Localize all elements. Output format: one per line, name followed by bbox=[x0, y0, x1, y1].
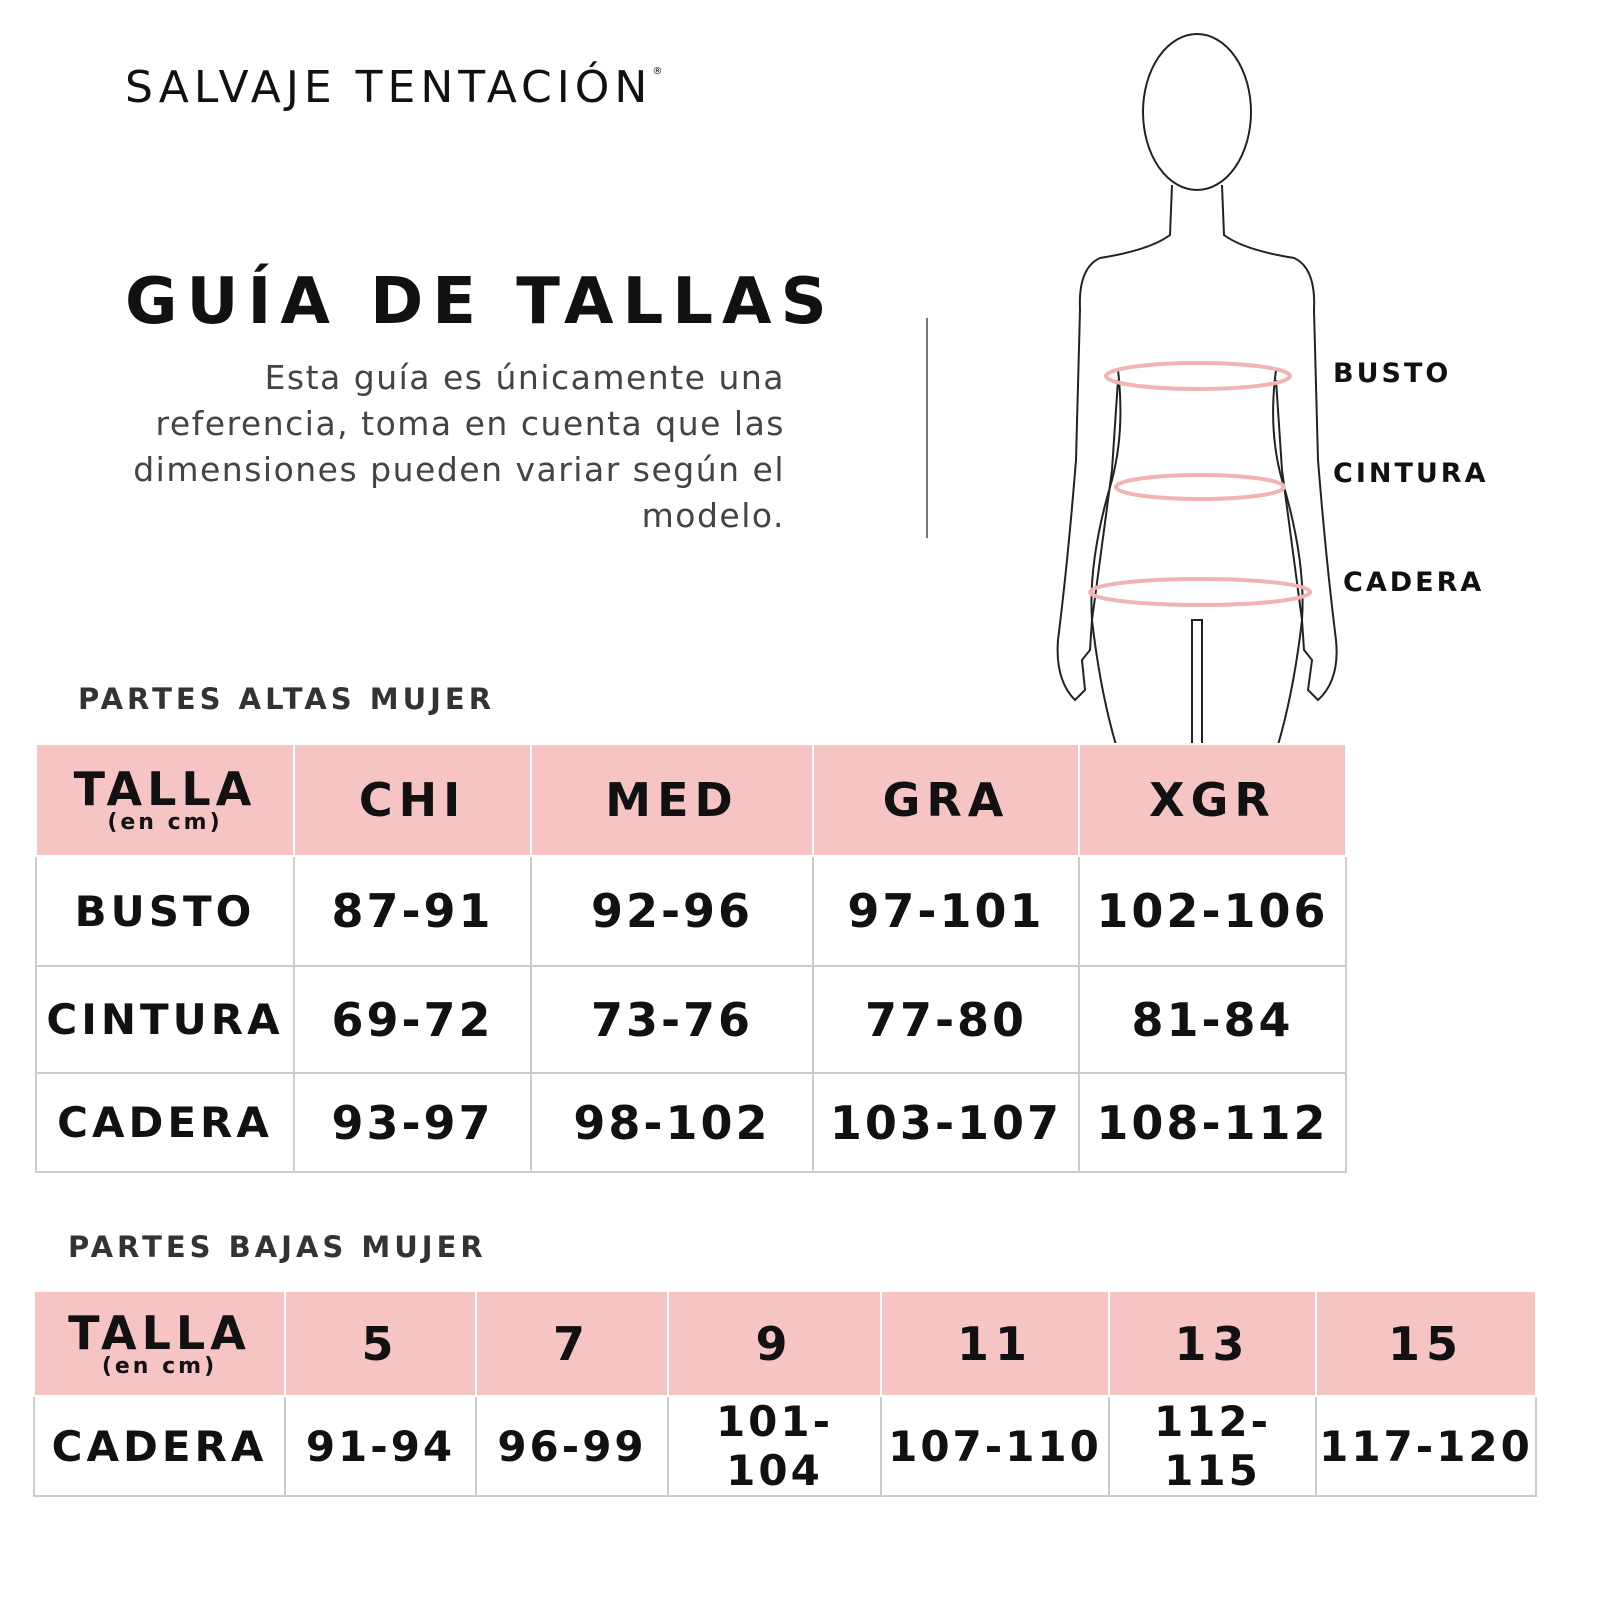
registered-mark: ® bbox=[652, 66, 663, 77]
table-cell: 91-94 bbox=[284, 1395, 477, 1497]
head-shape bbox=[1142, 33, 1252, 191]
size-header: 9 bbox=[667, 1290, 882, 1397]
left-torso-line bbox=[1090, 369, 1122, 746]
table-row: CADERA 91-94 96-99 101-104 107-110 112-1… bbox=[33, 1395, 1537, 1497]
page-title: GUÍA DE TALLAS bbox=[125, 265, 836, 339]
table-cell: 97-101 bbox=[812, 855, 1080, 967]
table-cell: 96-99 bbox=[475, 1395, 669, 1497]
description: Esta guía es únicamente una referencia, … bbox=[133, 358, 785, 535]
row-label: CINTURA bbox=[35, 965, 295, 1074]
table-cell: 112-115 bbox=[1108, 1395, 1317, 1497]
section-title-lower: PARTES BAJAS MUJER bbox=[68, 1230, 487, 1264]
size-header: CHI bbox=[293, 743, 532, 857]
table-cell: 77-80 bbox=[812, 965, 1080, 1074]
talla-header: TALLA (en cm) bbox=[33, 1290, 286, 1397]
table-cell: 117-120 bbox=[1315, 1395, 1537, 1497]
table-cell: 81-84 bbox=[1078, 965, 1347, 1074]
section-title-upper: PARTES ALTAS MUJER bbox=[78, 682, 496, 716]
right-torso-line bbox=[1272, 369, 1304, 746]
row-label: CADERA bbox=[33, 1395, 286, 1497]
brand-logo: SALVAJE TENTACIÓN® bbox=[125, 62, 662, 113]
table-header-row: TALLA (en cm) 5 7 9 11 13 15 bbox=[33, 1290, 1537, 1397]
divider bbox=[926, 318, 928, 538]
table-row: CADERA 93-97 98-102 103-107 108-112 bbox=[35, 1072, 1347, 1173]
figure-label-cintura: CINTURA bbox=[1333, 458, 1489, 489]
table-cell: 73-76 bbox=[530, 965, 814, 1074]
brand-name: SALVAJE TENTACIÓN bbox=[125, 62, 653, 113]
size-header: 11 bbox=[880, 1290, 1110, 1397]
busto-measure-line bbox=[1104, 361, 1292, 391]
size-header: 7 bbox=[475, 1290, 669, 1397]
table-header-row: TALLA (en cm) CHI MED GRA XGR bbox=[35, 743, 1347, 857]
size-header: 13 bbox=[1108, 1290, 1317, 1397]
row-label: BUSTO bbox=[35, 855, 295, 967]
table-cell: 87-91 bbox=[293, 855, 532, 967]
size-header: 15 bbox=[1315, 1290, 1537, 1397]
left-body-outline bbox=[1056, 184, 1173, 702]
size-header: 5 bbox=[284, 1290, 477, 1397]
table-row: CINTURA 69-72 73-76 77-80 81-84 bbox=[35, 965, 1347, 1074]
talla-header: TALLA (en cm) bbox=[35, 743, 295, 857]
table-cell: 108-112 bbox=[1078, 1072, 1347, 1173]
unit-label: (en cm) bbox=[107, 810, 223, 835]
right-body-outline bbox=[1221, 184, 1338, 702]
leg-gap bbox=[1191, 619, 1203, 745]
talla-label: TALLA bbox=[68, 1305, 251, 1360]
cintura-measure-line bbox=[1114, 473, 1286, 501]
table-cell: 101-104 bbox=[667, 1395, 882, 1497]
size-header: XGR bbox=[1078, 743, 1347, 857]
talla-label: TALLA bbox=[73, 762, 257, 816]
unit-label: (en cm) bbox=[101, 1353, 218, 1379]
table-cell: 69-72 bbox=[293, 965, 532, 1074]
table-cell: 92-96 bbox=[530, 855, 814, 967]
figure-label-busto: BUSTO bbox=[1333, 358, 1452, 389]
table-cell: 93-97 bbox=[293, 1072, 532, 1173]
measure-lines bbox=[1088, 361, 1312, 607]
table-cell: 103-107 bbox=[812, 1072, 1080, 1173]
row-label: CADERA bbox=[35, 1072, 295, 1173]
table-cell: 107-110 bbox=[880, 1395, 1110, 1497]
size-header: GRA bbox=[812, 743, 1080, 857]
table-row: BUSTO 87-91 92-96 97-101 102-106 bbox=[35, 855, 1347, 967]
cadera-measure-line bbox=[1088, 577, 1312, 607]
size-header: MED bbox=[530, 743, 814, 857]
table-cell: 102-106 bbox=[1078, 855, 1347, 967]
body-figure-illustration bbox=[1056, 33, 1338, 746]
figure-label-cadera: CADERA bbox=[1343, 567, 1485, 598]
table-cell: 98-102 bbox=[530, 1072, 814, 1173]
upper-size-table: TALLA (en cm) CHI MED GRA XGR BUSTO 87-91… bbox=[35, 743, 1347, 1173]
lower-size-table: TALLA (en cm) 5 7 9 11 13 15 CADERA 91-94… bbox=[33, 1290, 1537, 1497]
